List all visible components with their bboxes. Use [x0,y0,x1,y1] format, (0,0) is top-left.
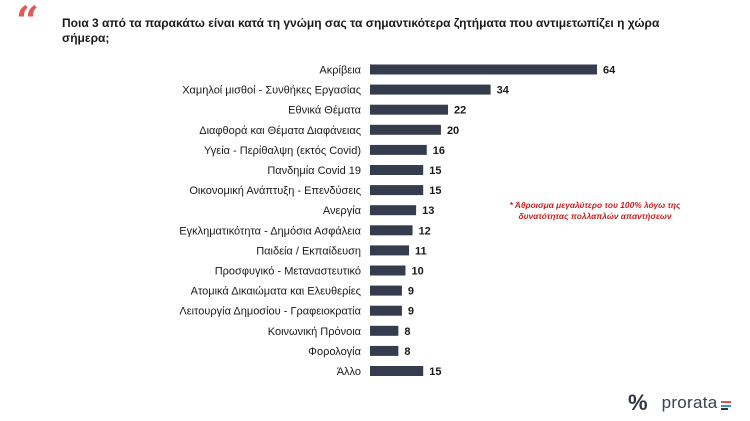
bar-value-label: 64 [603,65,616,77]
bar [370,124,441,135]
category-label: Εθνικά Θέματα [288,105,362,117]
bar-value-label: 11 [415,245,427,257]
bar [370,285,402,296]
category-label: Παιδεία / Εκπαίδευση [256,245,361,257]
category-label: Προσφυγικό - Μεταναστευτικό [215,266,361,278]
bar [370,165,424,175]
bar [370,245,410,256]
category-label: Διαφθορά και Θέματα Διαφάνειας [199,125,361,137]
bar-value-label: 20 [447,125,459,137]
footnote: * Άθροισμα μεγαλύτερο του 100% λόγω της … [509,200,681,221]
percent-icon: % [628,390,648,415]
bar-value-label: 13 [422,205,434,217]
category-label: Πανδημία Covid 19 [267,165,361,177]
category-label: Ανεργία [323,205,362,217]
category-label: Ατομικά Δικαιώματα και Ελευθερίες [191,286,361,298]
bar-value-label: 12 [419,225,431,237]
question-title: Ποια 3 από τα παρακάτω είναι κατά τη γνώ… [62,16,660,45]
bar-value-label: 16 [433,145,445,157]
logo-bars-icon [720,396,731,410]
bar-value-label: 8 [404,326,410,338]
quote-mark-icon: “ [16,0,40,45]
bar [370,104,449,115]
bar [370,265,406,276]
category-label: Άλλο [337,366,361,378]
bar [370,185,424,196]
bar [370,225,413,236]
category-label: Φορολογία [308,346,361,358]
category-label: Υγεία - Περίθαλψη (εκτός Covid) [204,145,361,157]
category-label: Κοινωνική Πρόνοια [268,326,362,338]
bar-value-label: 10 [411,266,423,278]
bar-value-label: 15 [429,366,441,378]
bar [370,64,597,75]
category-label: Λειτουργία Δημοσίου - Γραφειοκρατία [179,306,361,318]
logo-wordmark: prorata [661,393,718,412]
bar-value-label: 9 [408,286,414,298]
bar-value-label: 15 [429,185,441,197]
bar [370,366,424,376]
bar [370,144,427,155]
bar-value-label: 15 [429,165,441,177]
category-label: Οικονομική Ανάπτυξη - Επενδύσεις [189,185,361,197]
bar [370,345,399,356]
bar-value-label: 34 [497,85,510,97]
prorata-logo: % prorata [628,392,731,414]
bar [370,205,417,216]
bar [370,305,402,316]
bar-value-label: 9 [408,306,414,318]
bar [370,325,399,336]
category-label: Εγκληματικότητα - Δημόσια Ασφάλεια [179,225,361,237]
category-label: Χαμηλοί μισθοί - Συνθήκες Εργασίας [182,85,361,97]
category-label: Ακρίβεια [319,65,361,77]
bar [370,84,491,95]
bar-value-label: 22 [454,105,466,117]
bar-value-label: 8 [404,346,410,358]
